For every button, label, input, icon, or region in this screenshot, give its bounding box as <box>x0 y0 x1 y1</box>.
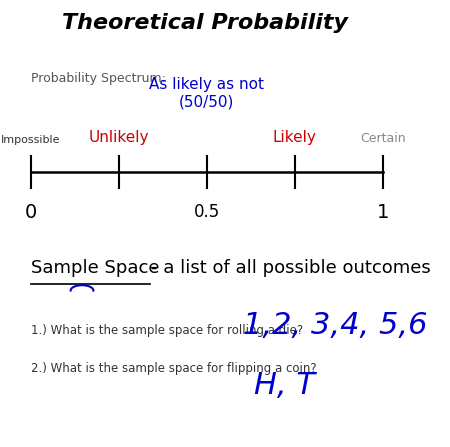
Text: Certain: Certain <box>360 132 405 145</box>
Text: 1,2, 3,4, 5,6: 1,2, 3,4, 5,6 <box>243 311 428 340</box>
Text: Probability Spectrum:: Probability Spectrum: <box>31 72 166 84</box>
Text: Likely: Likely <box>273 130 317 145</box>
Text: H, T: H, T <box>254 371 315 400</box>
Text: 1.) What is the sample space for rolling a die?: 1.) What is the sample space for rolling… <box>31 324 303 337</box>
Text: Unlikely: Unlikely <box>89 130 149 145</box>
Text: 0.5: 0.5 <box>194 203 220 221</box>
Text: 2.) What is the sample space for flipping a coin?: 2.) What is the sample space for flippin… <box>31 362 316 375</box>
Text: Theoretical Probability: Theoretical Probability <box>62 13 348 34</box>
Text: Impossible: Impossible <box>1 135 61 145</box>
Text: 0: 0 <box>25 203 37 223</box>
Text: Sample Space: Sample Space <box>31 259 159 277</box>
Text: - a list of all possible outcomes: - a list of all possible outcomes <box>151 259 431 277</box>
Text: As likely as not
(50/50): As likely as not (50/50) <box>149 77 264 110</box>
Text: 1: 1 <box>377 203 389 223</box>
